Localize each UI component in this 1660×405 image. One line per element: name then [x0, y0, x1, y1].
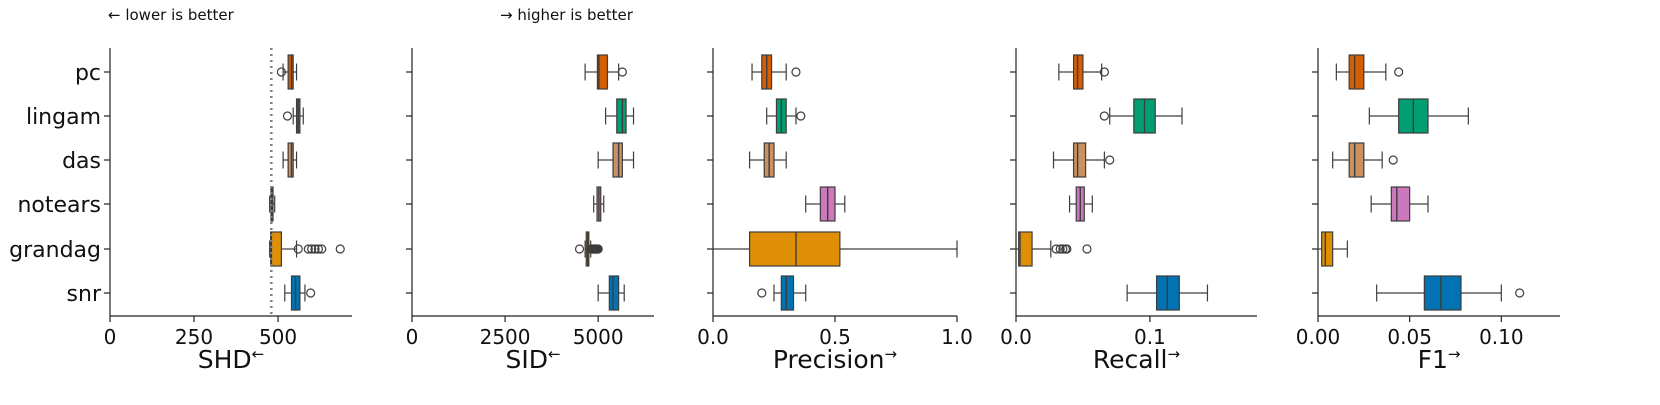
sid-xtick-label-2: 5000	[573, 325, 624, 349]
shd-snr-outlier-0	[306, 288, 316, 298]
precision-direction-arrow: →	[884, 345, 897, 363]
f1-das-outlier-0	[1388, 155, 1398, 165]
higher-is-better-note: → higher is better	[500, 6, 633, 24]
recall-direction-arrow: →	[1168, 345, 1181, 363]
precision-snr-box	[780, 275, 795, 311]
recall-pc-outlier-0	[1099, 67, 1109, 77]
shd-grandag-outlier-5	[317, 244, 327, 254]
precision-xtick-label-2: 1.0	[941, 325, 973, 349]
category-label-snr: snr	[67, 282, 102, 307]
f1-axis-label: F1→	[1418, 345, 1461, 374]
shd-xtick-label-2: 500	[259, 325, 297, 349]
shd-axis-label: SHD←	[198, 345, 265, 374]
sid-das-box	[612, 142, 623, 178]
category-label-pc: pc	[75, 61, 101, 86]
shd-grandag-outlier-1	[303, 244, 313, 254]
category-label-das: das	[62, 149, 101, 174]
f1-snr-box	[1423, 275, 1462, 311]
sid-xtick-label-1: 2500	[480, 325, 531, 349]
shd-xtick-label-0: 0	[104, 325, 117, 349]
sid-snr-box	[608, 275, 620, 311]
precision-xtick-label-1: 0.5	[819, 325, 851, 349]
recall-grandag-outlier-0	[1051, 244, 1061, 254]
f1-xtick-label-0: 0.00	[1296, 325, 1341, 349]
shd-grandag-outlier-2	[307, 244, 317, 254]
f1-snr-outlier-0	[1515, 288, 1525, 298]
f1-notears-box	[1390, 186, 1411, 222]
shd-grandag-outlier-0	[293, 244, 303, 254]
recall-grandag-outlier-2	[1058, 244, 1068, 254]
f1-direction-arrow: →	[1448, 345, 1461, 363]
shd-grandag-outlier-3	[310, 244, 320, 254]
shd-direction-arrow: ←	[252, 345, 265, 363]
recall-grandag-box	[1018, 231, 1033, 267]
precision-snr-outlier-0	[757, 288, 767, 298]
sid-xtick-label-0: 0	[406, 325, 419, 349]
f1-das-box	[1348, 142, 1365, 178]
recall-xtick-label-1: 0.1	[1134, 325, 1166, 349]
shd-grandag-outlier-4	[313, 244, 323, 254]
recall-grandag-outlier-4	[1062, 244, 1072, 254]
recall-lingam-outlier-0	[1099, 111, 1109, 121]
precision-xtick-label-0: 0.0	[697, 325, 729, 349]
f1-grandag-box	[1321, 231, 1334, 267]
f1-xtick-label-1: 0.05	[1387, 325, 1432, 349]
recall-axis-label: Recall→	[1093, 345, 1180, 374]
sid-direction-arrow: ←	[548, 345, 561, 363]
shd-lingam-outlier-0	[282, 111, 293, 121]
shd-xtick-label-1: 250	[175, 325, 213, 349]
shd-grandag-outlier-6	[335, 244, 345, 254]
recall-grandag-outlier-5	[1082, 244, 1092, 254]
sid-pc-outlier-0	[617, 67, 627, 77]
shd-pc-box	[287, 54, 294, 90]
precision-lingam-outlier-0	[796, 111, 806, 121]
sid-pc-box	[596, 54, 609, 90]
category-label-notears: notears	[17, 193, 101, 218]
sid-grandag-outlier-0	[574, 244, 585, 254]
category-label-grandag: grandag	[9, 238, 101, 263]
recall-xtick-label-0: 0.0	[1000, 325, 1032, 349]
shd-pc-outlier-0	[276, 67, 287, 77]
sid-lingam-box	[616, 98, 627, 134]
recall-das-outlier-0	[1105, 155, 1115, 165]
lower-is-better-note: ← lower is better	[108, 6, 234, 24]
recall-das-box	[1072, 142, 1087, 178]
precision-axis-label: Precision→	[773, 345, 897, 374]
f1-pc-box	[1348, 54, 1365, 90]
precision-pc-outlier-0	[791, 67, 801, 77]
recall-grandag-outlier-1	[1055, 244, 1065, 254]
f1-pc-outlier-0	[1394, 67, 1404, 77]
sid-axis-label: SID←	[505, 345, 560, 374]
shd-grandag-box	[270, 231, 283, 267]
category-label-lingam: lingam	[26, 105, 101, 130]
precision-grandag-box	[748, 231, 841, 267]
sid-grandag-outlier-10	[593, 244, 603, 254]
shd-das-box	[287, 142, 294, 178]
f1-xtick-label-2: 0.10	[1479, 325, 1524, 349]
